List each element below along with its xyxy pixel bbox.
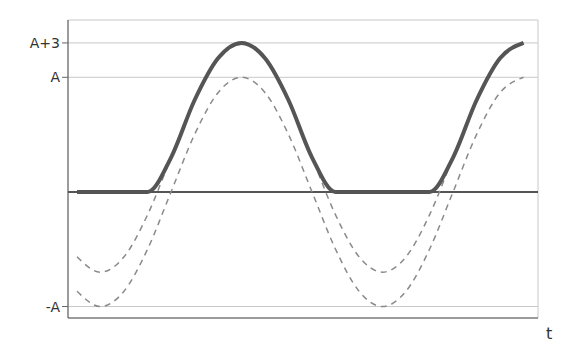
svg-text:t: t (546, 324, 552, 343)
svg-text:-A: -A (46, 299, 61, 315)
svg-text:A: A (50, 69, 60, 85)
svg-text:A+3: A+3 (30, 35, 60, 51)
